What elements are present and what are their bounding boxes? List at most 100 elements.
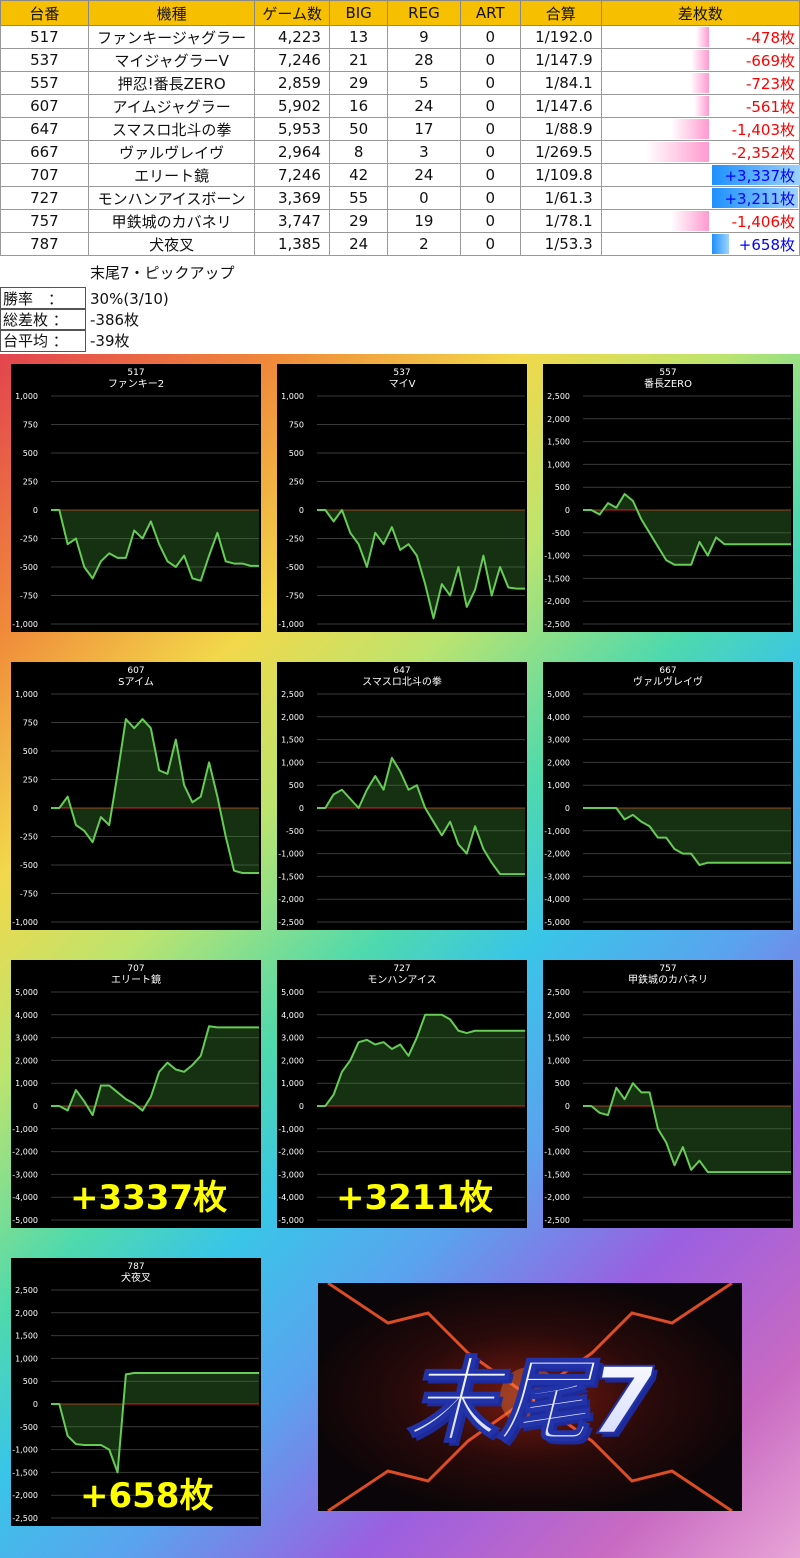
y-tick-label: -3,000 xyxy=(544,872,570,881)
big-label-787: +658枚 xyxy=(80,1476,214,1516)
chart-title: Sアイム xyxy=(118,676,154,688)
series-line xyxy=(317,756,525,876)
cell-model: スマスロ北斗の拳 xyxy=(87,117,256,141)
diff-bar xyxy=(693,96,709,116)
y-tick-label: 1,000 xyxy=(281,392,304,401)
chart-id: 787 xyxy=(127,1262,144,1272)
table-row: 667 ヴァルヴレイヴ 2,964 8 3 0 1/269.5 -2,352枚 xyxy=(0,140,800,164)
y-tick-label: -2,000 xyxy=(544,850,570,859)
logo-text: 末尾7 xyxy=(406,1348,654,1455)
cell-no: 517 xyxy=(0,25,89,49)
total-diff-value: -386枚 xyxy=(90,311,140,329)
cell-big: 13 xyxy=(328,25,389,49)
cell-art: 0 xyxy=(459,232,521,256)
series-line xyxy=(317,509,525,620)
cell-art: 0 xyxy=(459,25,521,49)
y-tick-label: -2,500 xyxy=(544,620,570,629)
chart-title: 甲鉄城のカバネリ xyxy=(628,973,708,986)
cell-big: 8 xyxy=(328,140,389,164)
cell-combined: 1/53.3 xyxy=(519,232,602,256)
cell-model: アイムジャグラー xyxy=(87,94,256,118)
series-line xyxy=(583,1082,791,1174)
series-line xyxy=(51,1025,259,1117)
cell-diff: -2,352枚 xyxy=(600,140,800,164)
cell-games: 7,246 xyxy=(254,163,330,187)
y-tick-label: -1,500 xyxy=(278,872,304,881)
series-area xyxy=(317,757,525,875)
y-tick-label: -250 xyxy=(20,833,38,842)
cell-art: 0 xyxy=(459,209,521,233)
results-table: 台番 機種 ゲーム数 BIG REG ART 合算 差枚数 517 ファンキージャグラー 4,22… xyxy=(0,0,800,256)
cell-model: モンハンアイスボーン xyxy=(87,186,256,210)
y-tick-label: 2,000 xyxy=(547,415,570,424)
cell-big: 42 xyxy=(328,163,389,187)
cell-reg: 17 xyxy=(387,117,461,141)
table-row: 537 マイジャグラーV 7,246 21 28 0 1/147.9 -669枚 xyxy=(0,48,800,72)
cell-reg: 5 xyxy=(387,71,461,95)
chart-id: 727 xyxy=(393,964,410,974)
cell-games: 1,385 xyxy=(254,232,330,256)
cell-no: 757 xyxy=(0,209,89,233)
chart-panel-667: 667 ヴァルヴレイヴ 5,000 4,000 3,000 2,000 1,000 0 -1,0… xyxy=(543,662,793,930)
summary-total-diff: 総差枚 ： -386枚 xyxy=(0,308,139,331)
cell-art: 0 xyxy=(459,140,521,164)
y-tick-label: 0 xyxy=(33,1102,38,1111)
y-tick-label: -500 xyxy=(552,529,570,538)
diff-bar xyxy=(671,119,709,139)
chart-title: エリート鏡 xyxy=(111,973,161,986)
y-tick-label: 2,000 xyxy=(281,1056,304,1065)
y-tick-label: 3,000 xyxy=(281,1034,304,1043)
cell-model: ヴァルヴレイヴ xyxy=(87,140,256,164)
y-tick-label: 5,000 xyxy=(15,988,38,997)
y-tick-label: 0 xyxy=(299,804,304,813)
cell-big: 24 xyxy=(328,232,389,256)
series-line xyxy=(51,509,259,582)
y-tick-label: 2,000 xyxy=(547,1011,570,1020)
cell-model: 犬夜叉 xyxy=(87,232,256,256)
cell-diff: +658枚 xyxy=(600,232,800,256)
y-tick-label: -500 xyxy=(286,827,304,836)
cell-games: 2,859 xyxy=(254,71,330,95)
y-tick-label: 2,500 xyxy=(547,988,570,997)
cell-reg: 0 xyxy=(387,186,461,210)
cell-combined: 1/84.1 xyxy=(519,71,602,95)
chart-title: ヴァルヴレイヴ xyxy=(633,675,703,688)
y-tick-label: -2,000 xyxy=(12,1491,38,1500)
y-tick-label: -1,000 xyxy=(544,552,570,561)
chart-panel-787: 787 犬夜叉 2,500 2,000 1,500 1,000 500 0 -500 -1,000… xyxy=(11,1258,261,1526)
chart-title: 犬夜叉 xyxy=(121,1271,151,1284)
table-row: 607 アイムジャグラー 5,902 16 24 0 1/147.6 -561枚 xyxy=(0,94,800,118)
y-tick-label: -750 xyxy=(286,592,304,601)
cell-model: マイジャグラーV xyxy=(87,48,256,72)
cell-diff: -561枚 xyxy=(600,94,800,118)
y-tick-label: -5,000 xyxy=(12,1216,38,1225)
diff-bar xyxy=(711,234,730,254)
chart-panel-517: 517 ファンキー2 1,000 750 500 250 0 -250 -500 -750 -1,0… xyxy=(11,364,261,632)
chart-panel-537: 537 マイV 1,000 750 500 250 0 -250 -500 -750 -1,000 xyxy=(277,364,527,632)
cell-art: 0 xyxy=(459,186,521,210)
chart-panel-647: 647 スマスロ北斗の拳 2,500 2,000 1,500 1,000 500 0 -500 -… xyxy=(277,662,527,930)
y-tick-label: 0 xyxy=(565,506,570,515)
cell-model: 押忍!番長ZERO xyxy=(87,71,256,95)
y-tick-label: -3,000 xyxy=(278,1170,304,1179)
chart-id: 707 xyxy=(127,964,144,974)
cell-reg: 24 xyxy=(387,94,461,118)
series-area xyxy=(583,494,791,565)
y-tick-label: 1,000 xyxy=(15,690,38,699)
cell-art: 0 xyxy=(459,163,521,187)
cell-games: 3,369 xyxy=(254,186,330,210)
y-tick-label: 0 xyxy=(299,506,304,515)
cell-art: 0 xyxy=(459,71,521,95)
diff-bar xyxy=(645,142,709,162)
cell-big: 21 xyxy=(328,48,389,72)
diff-bar xyxy=(690,50,709,70)
table-row: 647 スマスロ北斗の拳 5,953 50 17 0 1/88.9 -1,403枚 xyxy=(0,117,800,141)
cell-games: 4,223 xyxy=(254,25,330,49)
y-tick-label: -750 xyxy=(20,592,38,601)
cell-combined: 1/147.6 xyxy=(519,94,602,118)
cell-diff: -723枚 xyxy=(600,71,800,95)
y-tick-label: 250 xyxy=(23,776,38,785)
y-tick-label: -2,000 xyxy=(12,1148,38,1157)
